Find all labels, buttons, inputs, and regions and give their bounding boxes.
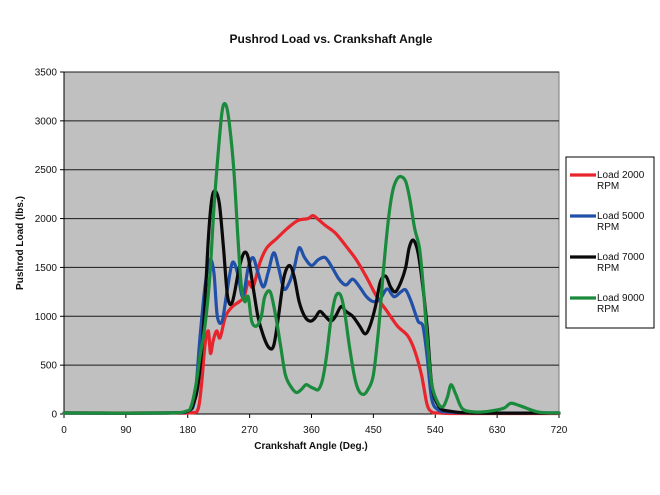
legend-label-load-5000-rpm: Load 5000 RPM xyxy=(597,211,645,233)
x-axis-ticks: 0 90 180 270 360 450 540 630 720 xyxy=(61,413,568,436)
y-tick-label-0: 0 xyxy=(51,410,57,421)
x-tick-label-360: 360 xyxy=(303,425,320,436)
y-tick-label-2000: 2000 xyxy=(35,214,58,225)
x-tick-label-720: 720 xyxy=(551,425,568,436)
legend-item-load-9000-rpm: Load 9000 RPM xyxy=(570,293,645,315)
x-tick-label-0: 0 xyxy=(61,425,67,436)
y-tick-label-1500: 1500 xyxy=(35,263,58,274)
y-tick-label-1000: 1000 xyxy=(35,312,58,323)
chart-title: Pushrod Load vs. Crankshaft Angle xyxy=(230,32,433,46)
y-axis-label: Pushrod Load (lbs.) xyxy=(15,196,26,290)
legend-item-load-5000-rpm: Load 5000 RPM xyxy=(570,211,645,233)
legend-label-load-2000-rpm: Load 2000 RPM xyxy=(597,170,645,192)
y-tick-label-500: 500 xyxy=(40,361,57,372)
legend-label-load-9000-rpm: Load 9000 RPM xyxy=(597,293,645,315)
x-tick-label-90: 90 xyxy=(120,425,132,436)
legend: Load 2000 RPM Load 5000 RPM Load 7000 RPM Load… xyxy=(565,156,655,329)
y-tick-label-3000: 3000 xyxy=(35,116,58,127)
series-line-load-2000-rpm xyxy=(62,214,561,416)
gridlines xyxy=(64,71,559,366)
legend-items: Load 2000 RPM Load 5000 RPM Load 7000 RPM Load… xyxy=(570,170,645,315)
series-lines xyxy=(62,101,561,416)
y-tick-label-3500: 3500 xyxy=(35,68,58,79)
legend-item-load-2000-rpm: Load 2000 RPM xyxy=(570,170,645,192)
x-tick-label-630: 630 xyxy=(489,425,506,436)
x-tick-label-450: 450 xyxy=(365,425,382,436)
x-tick-label-180: 180 xyxy=(179,425,196,436)
series-line-load-5000-rpm xyxy=(62,246,561,415)
series-line-load-7000-rpm xyxy=(62,189,561,415)
y-axis-ticks: 0 500 1000 1500 2000 2500 3000 3500 xyxy=(35,68,65,421)
y-tick-label-2500: 2500 xyxy=(35,165,58,176)
legend-label-load-7000-rpm: Load 7000 RPM xyxy=(597,252,645,274)
series-line-load-9000-rpm xyxy=(62,101,561,415)
x-tick-label-540: 540 xyxy=(427,425,444,436)
legend-item-load-7000-rpm: Load 7000 RPM xyxy=(570,252,645,274)
plot-area xyxy=(63,71,560,415)
x-axis-label: Crankshaft Angle (Deg.) xyxy=(254,441,368,452)
x-tick-label-270: 270 xyxy=(241,425,258,436)
